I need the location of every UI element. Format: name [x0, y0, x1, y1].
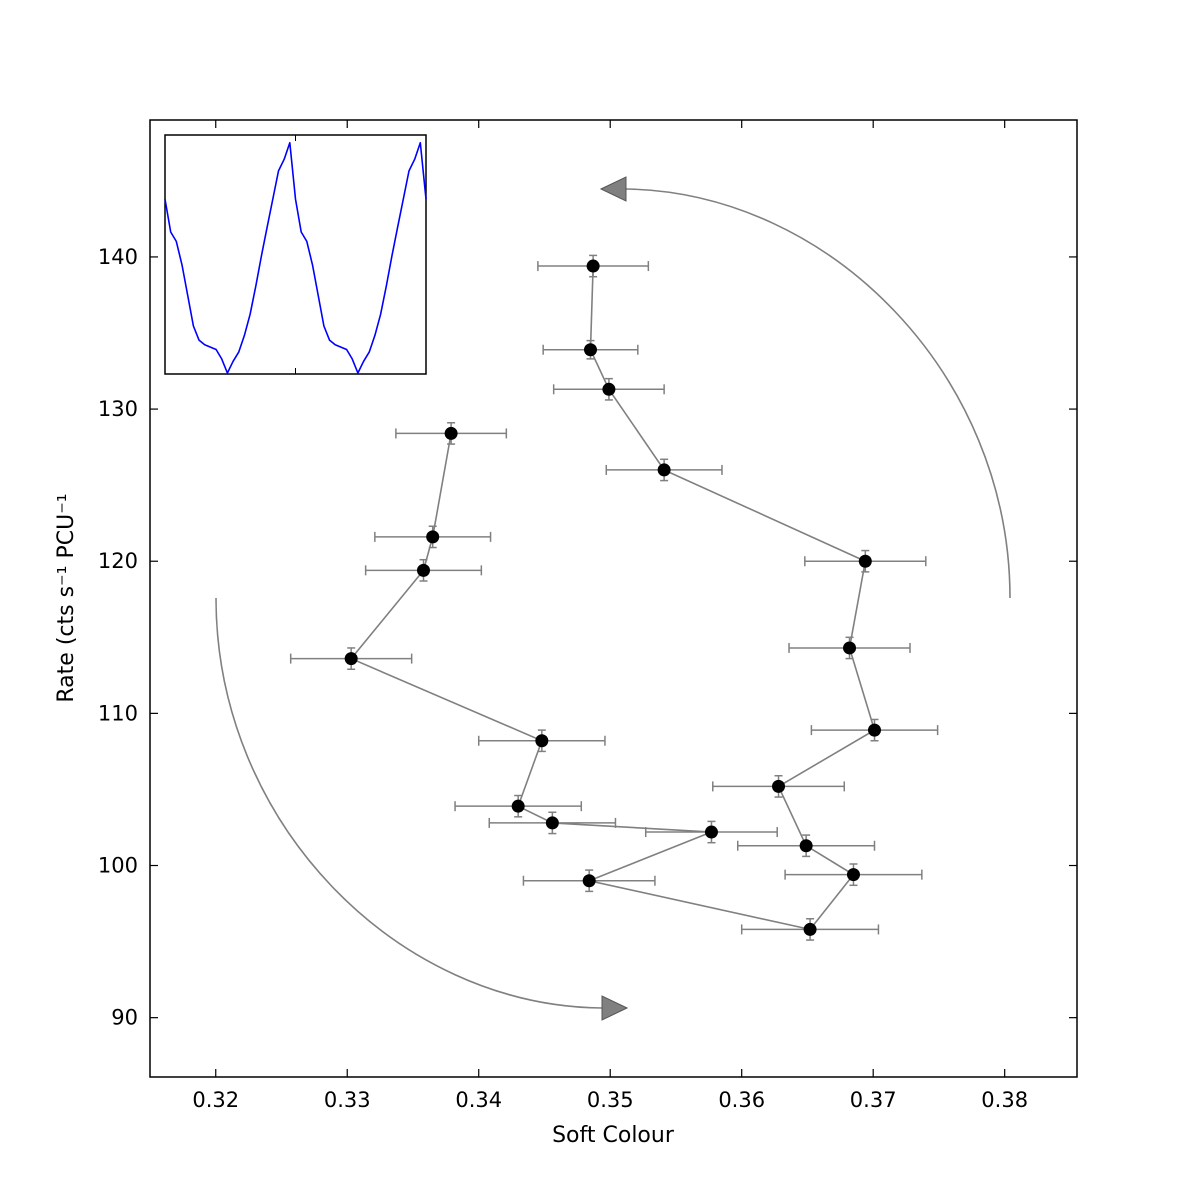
x-tick-label: 0.36 — [718, 1088, 765, 1112]
main-axes-frame — [149, 119, 1078, 1078]
data-point — [868, 723, 882, 737]
x-axis-label: Soft Colour — [552, 1123, 675, 1148]
y-axis-label: Rate (cts s⁻¹ PCU⁻¹ — [54, 493, 79, 702]
data-point — [858, 554, 872, 568]
data-point — [803, 922, 817, 936]
x-tick-label: 0.32 — [192, 1088, 239, 1112]
x-tick-label: 0.38 — [981, 1088, 1028, 1112]
connecting-line — [349, 266, 876, 931]
y-tick-label: 140 — [98, 245, 138, 269]
data-point — [799, 839, 813, 853]
data-point — [602, 382, 616, 396]
x-tick-label: 0.37 — [850, 1088, 897, 1112]
data-point — [535, 734, 549, 748]
y-tick-label: 90 — [111, 1006, 138, 1030]
data-point — [416, 563, 430, 577]
inset-panel — [164, 134, 427, 375]
x-tick-label: 0.35 — [587, 1088, 634, 1112]
upper-arrow-arc — [625, 188, 1011, 599]
data-point — [586, 259, 600, 273]
data-point — [843, 641, 857, 655]
y-tick-label: 110 — [98, 701, 138, 725]
data-point — [846, 868, 860, 882]
data-point — [344, 652, 358, 666]
data-point — [582, 874, 596, 888]
lower-arrowhead — [601, 995, 629, 1021]
x-axis-ticks: 0.32 0.33 0.34 0.35 0.36 0.37 0.38 — [192, 120, 1028, 1112]
data-series — [289, 254, 939, 941]
y-axis-ticks: 90 100 110 120 130 140 — [98, 245, 1077, 1030]
data-point — [657, 463, 671, 477]
inset-profile-line — [164, 141, 427, 374]
y-tick-label: 130 — [98, 397, 138, 421]
upper-arrowhead — [599, 176, 627, 202]
data-point — [444, 426, 458, 440]
data-point — [511, 799, 525, 813]
lower-arrow-arc — [215, 597, 603, 1009]
data-point — [545, 816, 559, 830]
inset-frame — [164, 134, 427, 375]
y-tick-label: 120 — [98, 549, 138, 573]
data-point — [426, 530, 440, 544]
x-tick-label: 0.34 — [455, 1088, 502, 1112]
data-point — [583, 343, 597, 357]
x-tick-label: 0.33 — [324, 1088, 371, 1112]
y-tick-label: 100 — [98, 854, 138, 878]
data-point — [704, 825, 718, 839]
direction-arrows — [215, 176, 1011, 1021]
data-point — [772, 779, 786, 793]
